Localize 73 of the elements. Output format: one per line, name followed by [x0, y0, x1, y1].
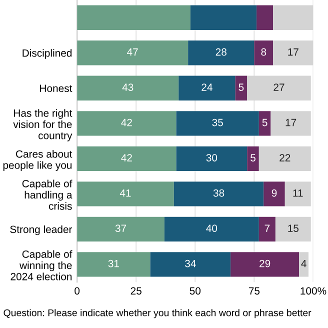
data-label: 17 [286, 118, 296, 126]
bar [256, 5, 274, 30]
bar [273, 5, 314, 30]
bar [178, 76, 236, 100]
data-label: 5 [262, 118, 268, 126]
data-label: 43 [122, 84, 134, 91]
x-tick-label: 0 [74, 287, 80, 295]
data-label: 5 [250, 154, 256, 162]
data-label: 35 [212, 118, 223, 126]
data-label: 41 [120, 189, 131, 197]
data-label: 47 [127, 48, 138, 56]
bar [247, 146, 259, 172]
bar [258, 146, 311, 172]
bar [77, 40, 188, 66]
data-label: 9 [272, 189, 277, 197]
data-label: 28 [216, 48, 226, 56]
bar [77, 216, 164, 242]
bar [273, 40, 314, 66]
y-tick-label: Cares about people like you [3, 150, 72, 171]
bar [77, 252, 150, 277]
bar [235, 76, 248, 100]
data-label: 11 [293, 189, 303, 197]
data-label: 22 [280, 154, 290, 162]
bar [77, 182, 174, 206]
y-tick-label: Capable of winning the 2024 election [10, 250, 72, 280]
bar [77, 76, 179, 100]
bar [174, 182, 264, 206]
data-label: 29 [260, 260, 270, 268]
bar [176, 111, 259, 136]
bar [176, 146, 248, 172]
data-label: 27 [274, 84, 284, 91]
data-label: 31 [108, 260, 119, 268]
data-label: 42 [121, 154, 132, 162]
data-label: 34 [185, 260, 196, 268]
y-tick-label: Strong leader [10, 225, 72, 236]
bar [77, 111, 176, 136]
x-tick-label: 75 [248, 287, 260, 295]
x-tick-label: 50 [190, 287, 201, 295]
data-label: 8 [261, 48, 266, 56]
bar [258, 111, 271, 136]
data-label: 37 [115, 224, 126, 232]
bar [299, 252, 309, 277]
x-tick-label: 25 [130, 287, 142, 295]
data-label: 7 [264, 224, 270, 232]
data-label: 30 [206, 154, 218, 162]
bar [284, 182, 311, 206]
bar [264, 182, 285, 206]
data-label: 24 [202, 84, 212, 91]
bar [270, 111, 311, 136]
y-tick-label: Honest [40, 84, 72, 92]
bar [77, 5, 190, 30]
bar [230, 252, 300, 277]
text: Question: Please indicate whether you think each word or phrase better [4, 309, 312, 318]
y-tick-label: Capable of handling a crisis [22, 180, 72, 210]
data-label: 38 [213, 189, 224, 197]
data-label: 17 [288, 48, 298, 56]
bar [77, 146, 176, 172]
y-tick-label: Disciplined [22, 49, 72, 59]
y-tick-label: Has the right vision for the country [13, 109, 72, 142]
data-label: 42 [121, 118, 132, 126]
bar [258, 216, 276, 242]
data-label: 15 [288, 224, 299, 232]
data-label: 40 [206, 224, 218, 232]
bar [247, 76, 311, 100]
data-label: 4 [301, 260, 306, 268]
bar [190, 5, 257, 30]
bar [188, 40, 254, 66]
bar [275, 216, 311, 242]
data-label: 5 [238, 84, 244, 91]
bar [254, 40, 274, 66]
bar [164, 216, 259, 242]
bar [150, 252, 231, 277]
x-tick-label: 100% [300, 287, 326, 295]
